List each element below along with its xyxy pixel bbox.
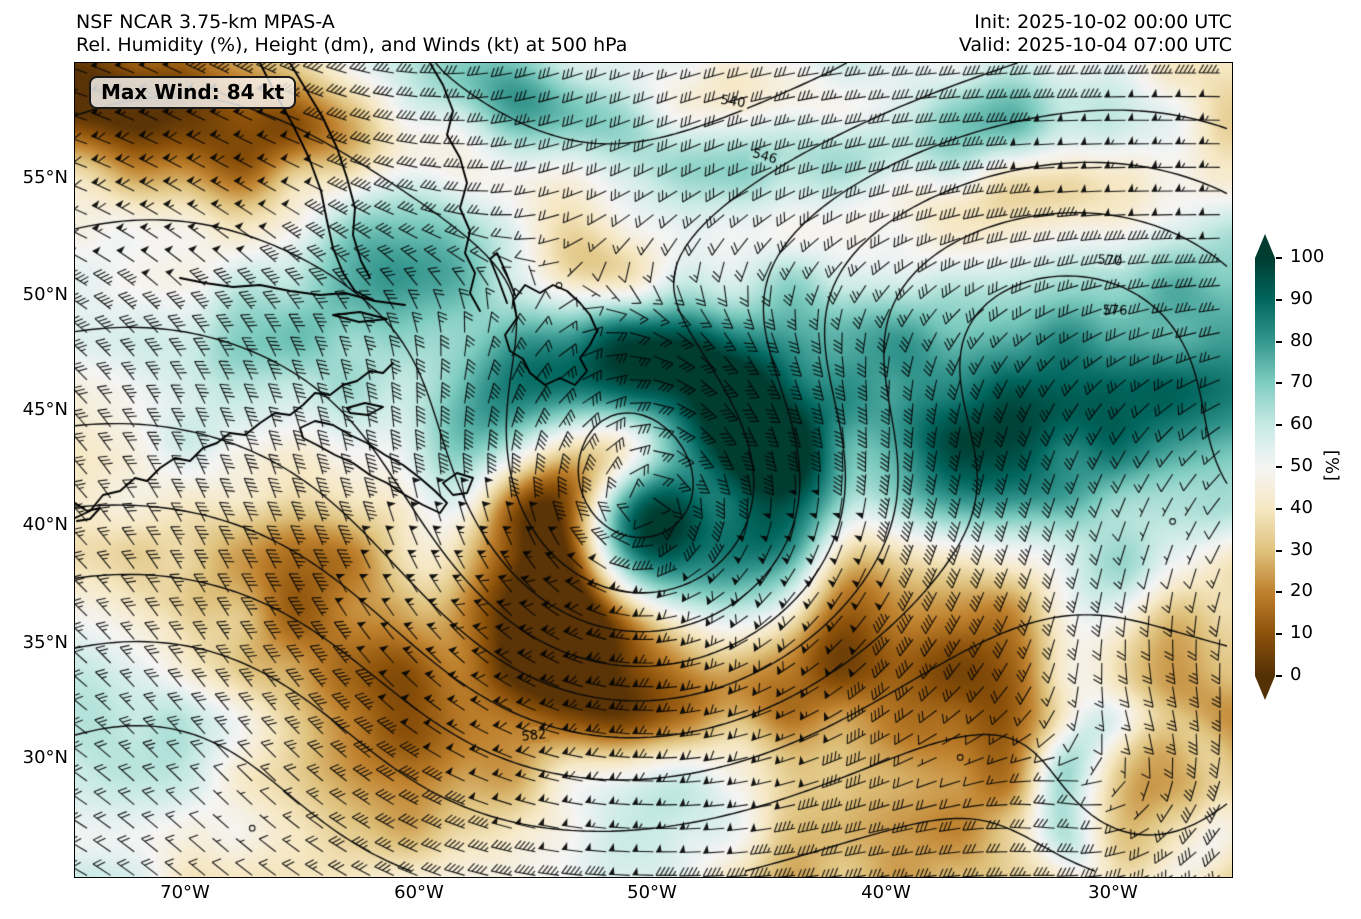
weather-map-canvas <box>75 63 1232 877</box>
colorbar-tick-mark <box>1276 424 1282 427</box>
colorbar-tick-label: 60 <box>1290 413 1313 435</box>
y-axis-tick-label: 40°N <box>22 514 68 535</box>
colorbar-tick-mark <box>1276 298 1282 301</box>
colorbar-tick-label: 40 <box>1290 496 1313 518</box>
colorbar-tick-label: 50 <box>1290 455 1313 476</box>
colorbar-tick-mark <box>1276 675 1282 677</box>
colorbar-gradient <box>1255 258 1275 676</box>
colorbar-tick-label: 80 <box>1290 329 1313 351</box>
x-axis-tick-label: 70°W <box>160 882 210 903</box>
valid-time-label: Valid: 2025-10-04 07:00 UTC <box>958 34 1232 56</box>
x-axis-tick-label: 30°W <box>1088 882 1138 903</box>
colorbar-tick-label: 30 <box>1290 538 1313 560</box>
colorbar-tick-mark <box>1276 466 1282 468</box>
page-subtitle: Rel. Humidity (%), Height (dm), and Wind… <box>76 34 628 56</box>
colorbar-tick-label: 90 <box>1290 287 1313 309</box>
y-axis-tick-label: 45°N <box>22 399 68 420</box>
x-axis-tick-label: 40°W <box>861 882 911 903</box>
colorbar-arrow-down-icon <box>1255 676 1275 700</box>
y-axis-tick-label: 55°N <box>22 167 68 188</box>
colorbar-tick-label: 0 <box>1290 664 1302 685</box>
colorbar-tick-mark <box>1276 340 1282 343</box>
y-axis-tick-label: 50°N <box>22 284 68 305</box>
page-title: NSF NCAR 3.75-km MPAS-A <box>76 11 335 33</box>
max-wind-badge: Max Wind: 84 kt <box>89 76 297 109</box>
y-axis-tick-label: 35°N <box>22 632 68 653</box>
colorbar-tick-mark <box>1276 382 1282 385</box>
colorbar-tick-label: 10 <box>1290 622 1313 644</box>
map-panel: Max Wind: 84 kt <box>74 62 1233 878</box>
colorbar-tick-mark <box>1276 633 1282 636</box>
init-time-label: Init: 2025-10-02 00:00 UTC <box>974 11 1232 33</box>
colorbar-tick-label: 20 <box>1290 580 1313 602</box>
colorbar-label: [%] <box>1321 449 1343 482</box>
colorbar-tick-mark <box>1276 257 1282 259</box>
x-axis-tick-label: 50°W <box>627 882 677 903</box>
x-axis-tick-label: 60°W <box>394 882 444 903</box>
colorbar-tick-mark <box>1276 507 1282 510</box>
colorbar-arrow-up-icon <box>1255 234 1275 258</box>
colorbar-tick-label: 100 <box>1290 246 1325 267</box>
colorbar-tick-mark <box>1276 549 1282 552</box>
colorbar-tick-mark <box>1276 591 1282 594</box>
colorbar-tick-label: 70 <box>1290 371 1313 393</box>
y-axis-tick-label: 30°N <box>22 747 68 768</box>
